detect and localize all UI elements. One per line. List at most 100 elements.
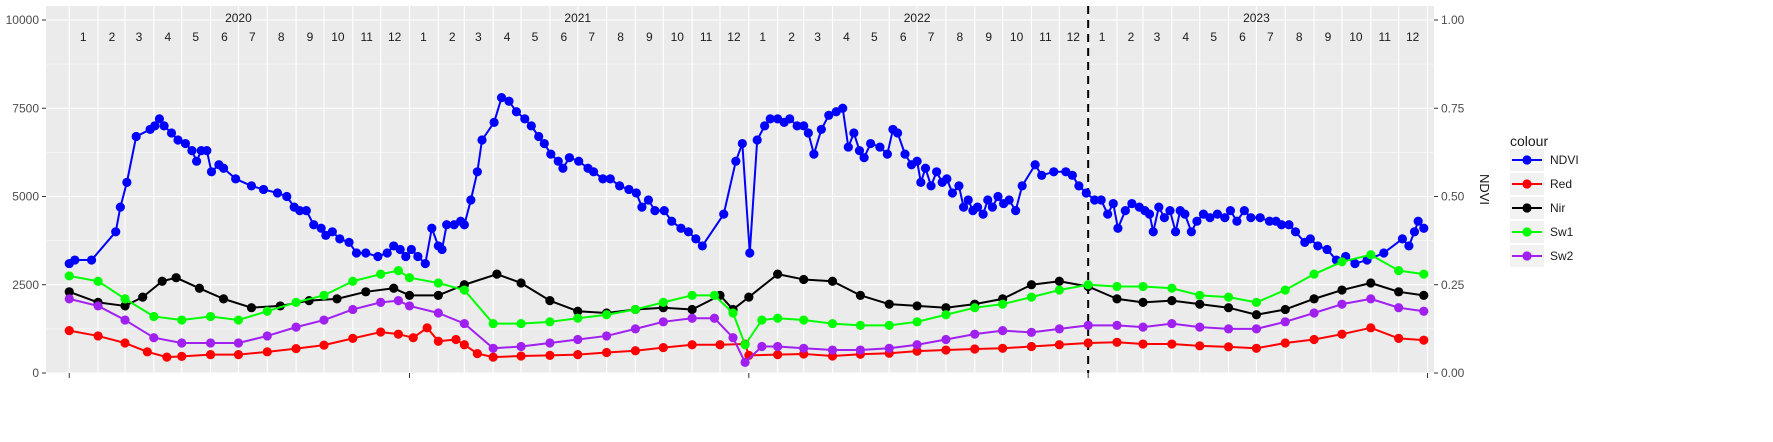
- ndvi-point: [351, 248, 362, 258]
- nir-point: [773, 269, 783, 279]
- ndvi-point: [86, 255, 97, 265]
- ndvi-point: [643, 195, 654, 205]
- month-label: 11: [1039, 30, 1052, 44]
- ndvi-point: [442, 220, 452, 230]
- ndvi-point: [1404, 241, 1414, 251]
- month-label: 11: [1378, 30, 1391, 44]
- month-label: 2: [788, 30, 795, 44]
- ndvi-point: [1148, 227, 1158, 237]
- sw1-point: [459, 285, 469, 295]
- sw1-point: [912, 317, 922, 327]
- sw1-point: [757, 315, 767, 325]
- sw1-point: [545, 317, 555, 327]
- sw1-point: [630, 304, 641, 315]
- red-point: [376, 327, 386, 337]
- sw1-point: [1195, 290, 1205, 300]
- ndvi-point: [406, 244, 416, 255]
- sw1-point: [404, 273, 415, 283]
- nir-point: [1138, 297, 1148, 307]
- left-tick-label: 5000: [12, 190, 39, 204]
- ndvi-point: [218, 163, 229, 173]
- nir-point: [492, 269, 502, 279]
- ndvi-point: [166, 128, 177, 138]
- nir-point: [827, 276, 838, 286]
- ndvi-point: [792, 121, 802, 131]
- month-label: 8: [1296, 30, 1303, 44]
- ndvi-point: [954, 181, 964, 191]
- legend-key-point: [1522, 227, 1532, 237]
- sw1-point: [1112, 281, 1122, 292]
- red-point: [1419, 335, 1429, 345]
- sw2-point: [912, 340, 922, 350]
- month-label: 10: [671, 30, 685, 44]
- ndvi-point: [765, 114, 775, 124]
- right-tick-label: 0.25: [1441, 278, 1465, 292]
- ndvi-point: [1379, 248, 1389, 258]
- ndvi-point: [258, 184, 269, 195]
- month-label: 5: [532, 30, 539, 44]
- ndvi-point: [496, 93, 507, 103]
- sw2-point: [740, 357, 750, 368]
- month-label: 7: [1267, 30, 1274, 44]
- ndvi-point: [511, 107, 522, 117]
- ndvi-point: [1397, 234, 1407, 244]
- ndvi-point: [520, 114, 530, 124]
- sw2-point: [233, 338, 244, 348]
- sw2-point: [1309, 308, 1319, 318]
- ndvi-point: [1090, 195, 1100, 205]
- ndvi-point: [122, 177, 132, 187]
- sw1-point: [941, 310, 951, 320]
- legend-label: Sw1: [1550, 225, 1574, 239]
- legend-label: Red: [1550, 177, 1572, 191]
- sw1-point: [855, 320, 865, 330]
- sw1-point: [884, 320, 894, 330]
- month-label: 7: [249, 30, 256, 44]
- ndvi-point: [892, 128, 903, 138]
- ndvi-point: [588, 167, 599, 177]
- month-label: 12: [1067, 30, 1081, 44]
- red-point: [1394, 333, 1404, 344]
- red-point: [630, 346, 641, 356]
- sw2-point: [205, 338, 216, 348]
- sw1-point: [262, 306, 272, 316]
- sw1-point: [1026, 292, 1037, 302]
- red-point: [408, 333, 418, 343]
- ndvi-point: [598, 174, 608, 184]
- ndvi-point: [1096, 195, 1106, 205]
- right-axis-title: NDVI: [1477, 174, 1492, 205]
- red-point: [459, 340, 469, 350]
- ndvi-point: [420, 258, 430, 269]
- nir-point: [120, 301, 130, 311]
- sw2-point: [545, 338, 555, 348]
- sw1-point: [1337, 257, 1347, 267]
- ndvi-point: [574, 156, 584, 166]
- legend-key-sw1: [1510, 221, 1544, 243]
- sw1-point: [1394, 266, 1404, 276]
- sw2-point: [658, 317, 668, 327]
- ndvi-point: [1159, 213, 1169, 223]
- ndvi-point: [916, 177, 926, 187]
- month-label: 3: [136, 30, 143, 44]
- sw1-point: [319, 290, 329, 300]
- red-point: [573, 350, 583, 360]
- nir-point: [404, 290, 415, 300]
- sw2-point: [291, 322, 301, 332]
- sw1-point: [998, 299, 1008, 309]
- sw1-point: [773, 313, 783, 323]
- ndvi-point: [173, 135, 183, 145]
- sw2-point: [827, 345, 838, 355]
- red-point: [773, 350, 783, 360]
- sw2-point: [799, 343, 809, 353]
- ndvi-point: [1255, 213, 1265, 223]
- nir-point: [1026, 280, 1037, 290]
- sw1-point: [1223, 292, 1234, 302]
- month-label: 10: [1349, 30, 1363, 44]
- sw2-point: [1223, 324, 1234, 334]
- sw2-point: [348, 304, 358, 315]
- red-point: [233, 350, 244, 360]
- month-label: 4: [164, 30, 171, 44]
- ndvi-point: [1180, 209, 1190, 219]
- month-label: 9: [985, 30, 992, 44]
- sw2-point: [262, 331, 272, 341]
